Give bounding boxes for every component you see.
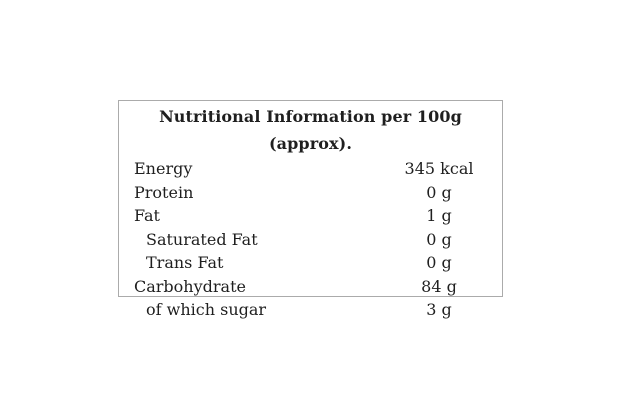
table-row-trans-fat: Trans Fat 0 g <box>119 251 502 275</box>
row-value: 0 g <box>426 182 452 202</box>
table-row-fat: Fat 1 g <box>119 204 502 228</box>
row-label: Carbohydrate <box>134 276 246 296</box>
nutrition-title: Nutritional Information per 100g (approx… <box>159 107 462 153</box>
row-label: Energy <box>134 159 193 178</box>
row-label: Fat <box>134 206 160 225</box>
row-label: Saturated Fat <box>146 229 258 249</box>
row-label: of which sugar <box>146 300 267 319</box>
row-value: 84 g <box>421 276 457 296</box>
row-value: 345 kcal <box>404 159 474 178</box>
table-row-energy: Energy 345 kcal <box>119 157 502 181</box>
row-value: 3 g <box>426 300 452 319</box>
row-label: Trans Fat <box>146 253 224 272</box>
nutrition-table: Nutritional Information per 100g (approx… <box>118 100 503 319</box>
row-value: 0 g <box>426 229 452 249</box>
row-label: Protein <box>134 182 194 202</box>
row-value: 0 g <box>426 253 452 272</box>
table-row-carbohydrate: Carbohydrate 84 g <box>119 275 502 299</box>
row-value: 1 g <box>426 206 452 225</box>
table-row-protein: Protein 0 g <box>119 181 502 205</box>
table-row-of-which-sugar: of which sugar 3 g <box>119 298 502 322</box>
table-row-saturated-fat: Saturated Fat 0 g <box>119 228 502 252</box>
